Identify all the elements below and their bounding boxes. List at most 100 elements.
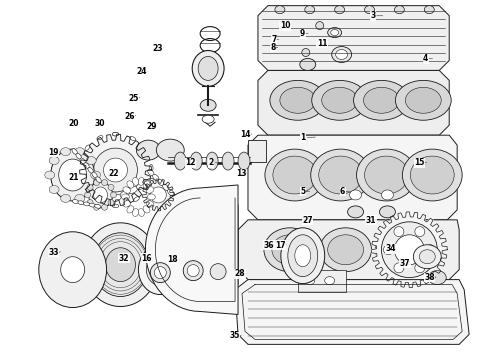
Ellipse shape	[86, 185, 96, 193]
Text: 38: 38	[424, 273, 435, 282]
Polygon shape	[235, 280, 469, 345]
Ellipse shape	[192, 50, 224, 86]
Ellipse shape	[394, 263, 404, 273]
Ellipse shape	[59, 159, 87, 191]
Ellipse shape	[143, 206, 150, 213]
Text: 9: 9	[300, 29, 305, 38]
Ellipse shape	[145, 178, 154, 185]
Ellipse shape	[138, 245, 182, 294]
Text: 6: 6	[340, 187, 345, 196]
Ellipse shape	[45, 171, 55, 179]
Ellipse shape	[93, 233, 148, 297]
Ellipse shape	[112, 132, 119, 136]
Text: 14: 14	[240, 130, 250, 139]
Ellipse shape	[183, 261, 203, 280]
Text: 34: 34	[385, 244, 396, 253]
Ellipse shape	[322, 87, 358, 113]
Ellipse shape	[91, 171, 100, 179]
Ellipse shape	[112, 204, 119, 208]
Ellipse shape	[331, 30, 339, 36]
Ellipse shape	[302, 49, 310, 57]
Ellipse shape	[127, 206, 134, 213]
Ellipse shape	[94, 180, 99, 186]
Ellipse shape	[316, 22, 324, 30]
Ellipse shape	[144, 148, 148, 154]
Ellipse shape	[49, 185, 59, 193]
Ellipse shape	[190, 152, 202, 170]
Text: 20: 20	[68, 119, 78, 128]
Ellipse shape	[94, 148, 137, 192]
Ellipse shape	[149, 165, 153, 171]
Ellipse shape	[357, 149, 416, 201]
Ellipse shape	[410, 156, 454, 194]
Ellipse shape	[94, 187, 107, 203]
Ellipse shape	[384, 235, 419, 265]
Ellipse shape	[103, 158, 127, 182]
Ellipse shape	[428, 271, 446, 285]
Ellipse shape	[168, 209, 232, 280]
Ellipse shape	[132, 208, 139, 216]
Ellipse shape	[123, 187, 130, 193]
Ellipse shape	[128, 186, 138, 193]
Text: 10: 10	[280, 21, 290, 30]
Ellipse shape	[147, 254, 174, 285]
Ellipse shape	[108, 184, 114, 190]
Ellipse shape	[146, 201, 154, 207]
Text: 30: 30	[94, 119, 105, 128]
Text: 4: 4	[423, 54, 428, 63]
Ellipse shape	[272, 235, 308, 265]
Ellipse shape	[127, 181, 134, 188]
Ellipse shape	[75, 194, 85, 202]
Ellipse shape	[136, 140, 160, 160]
Text: 35: 35	[229, 332, 240, 341]
Ellipse shape	[328, 28, 342, 37]
Text: 29: 29	[146, 122, 156, 131]
Text: 26: 26	[124, 112, 135, 121]
Ellipse shape	[198, 57, 218, 80]
Ellipse shape	[108, 199, 114, 206]
Ellipse shape	[158, 179, 164, 186]
Ellipse shape	[325, 276, 335, 285]
Text: 17: 17	[275, 241, 286, 250]
Ellipse shape	[275, 6, 285, 14]
Ellipse shape	[85, 192, 91, 198]
Ellipse shape	[405, 87, 441, 113]
Ellipse shape	[265, 149, 325, 201]
Polygon shape	[258, 6, 449, 71]
Ellipse shape	[130, 136, 136, 141]
Ellipse shape	[382, 190, 393, 200]
Text: 13: 13	[236, 169, 246, 178]
Ellipse shape	[319, 228, 371, 272]
Ellipse shape	[419, 250, 435, 264]
Ellipse shape	[83, 202, 90, 206]
Ellipse shape	[86, 157, 96, 165]
Ellipse shape	[87, 199, 93, 206]
Ellipse shape	[332, 46, 352, 62]
Ellipse shape	[280, 87, 316, 113]
Ellipse shape	[187, 265, 199, 276]
Text: 23: 23	[152, 44, 162, 53]
Ellipse shape	[424, 6, 434, 14]
Ellipse shape	[89, 203, 95, 207]
Ellipse shape	[150, 263, 171, 283]
Ellipse shape	[88, 167, 93, 173]
Polygon shape	[80, 134, 151, 206]
Ellipse shape	[264, 228, 316, 272]
Ellipse shape	[382, 222, 437, 278]
Ellipse shape	[300, 58, 316, 71]
Ellipse shape	[49, 157, 59, 165]
Ellipse shape	[375, 228, 427, 272]
Text: 11: 11	[317, 39, 327, 48]
Ellipse shape	[384, 245, 393, 255]
Ellipse shape	[143, 181, 150, 188]
Ellipse shape	[83, 223, 158, 306]
Ellipse shape	[402, 149, 462, 201]
Ellipse shape	[349, 190, 362, 200]
Ellipse shape	[394, 235, 424, 265]
Ellipse shape	[295, 245, 311, 267]
Ellipse shape	[168, 189, 174, 195]
Ellipse shape	[94, 204, 99, 210]
Text: 7: 7	[271, 35, 277, 44]
Polygon shape	[371, 212, 447, 288]
Ellipse shape	[87, 184, 93, 190]
